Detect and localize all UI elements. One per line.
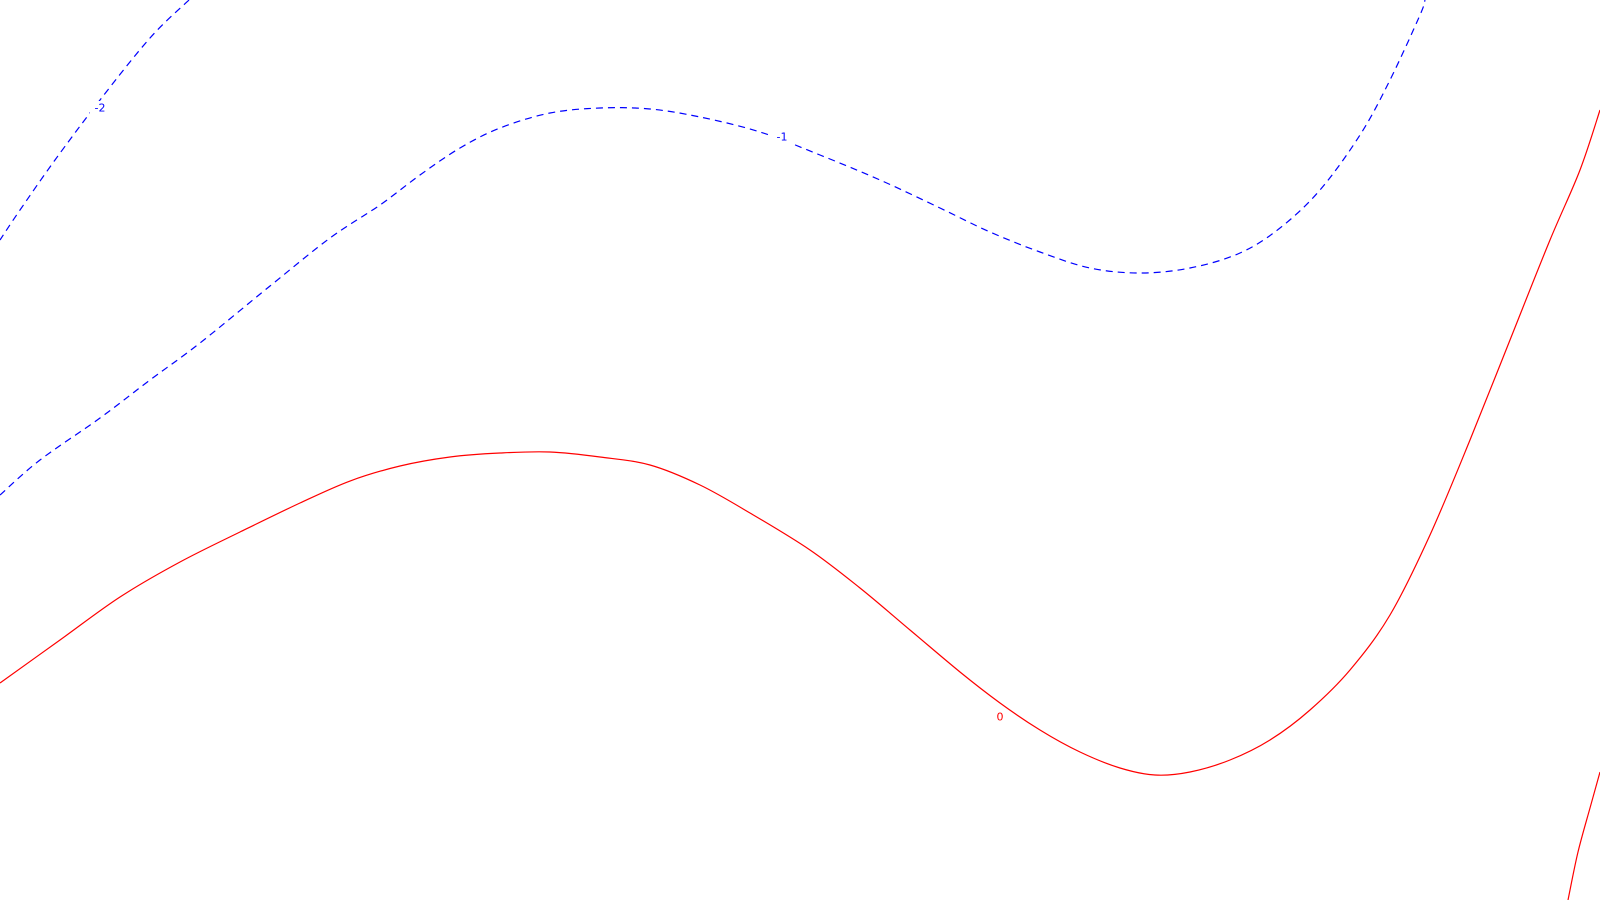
contour-label-group: -1 (772, 130, 792, 144)
contour-label-background (993, 710, 1007, 724)
contour-label-group: 0 (993, 710, 1007, 724)
contour-line-level-neg2-seg-0 (0, 0, 190, 241)
contour-line-level-0-seg-0 (0, 109, 1600, 776)
contour-line-level-0-seg-1 (1567, 771, 1600, 900)
contour-label-0: 0 (997, 711, 1004, 724)
contour-label-neg1: -1 (777, 131, 788, 144)
contour-label-group: -2 (90, 101, 110, 115)
contour-label-neg2: -2 (95, 102, 106, 115)
contour-line-level-neg1-seg-0 (0, 0, 1426, 496)
contour-label-background (772, 130, 792, 144)
contour-labels: -2 -1 0 (90, 101, 1007, 724)
contour-label-background (90, 101, 110, 115)
